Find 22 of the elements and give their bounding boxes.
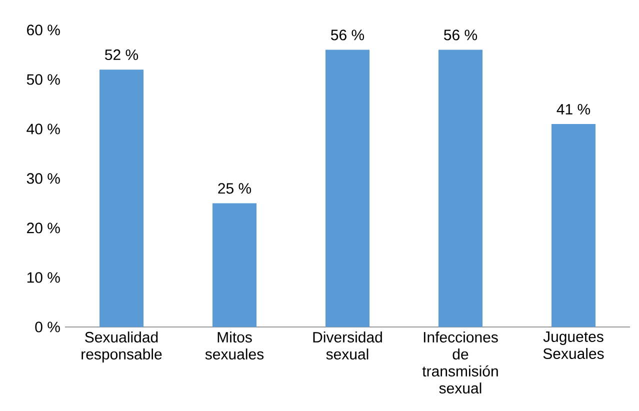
y-tick-label: 10 % <box>27 272 60 283</box>
x-tick-label: Sexualidad responsable <box>82 332 162 362</box>
data-label: 56 % <box>444 30 478 40</box>
y-tick-label: 30 % <box>26 173 60 184</box>
y-tick-label: 0 % <box>35 322 60 332</box>
bar <box>212 203 257 327</box>
bar <box>100 70 144 327</box>
y-tick-label: 40 % <box>26 124 60 134</box>
x-tick-label: Juguetes Sexuales <box>543 332 604 359</box>
bar <box>438 50 482 327</box>
data-label: 41 % <box>556 104 590 115</box>
y-tick-label: 50 % <box>26 74 60 85</box>
bar <box>326 50 370 327</box>
data-label: 25 % <box>218 183 252 194</box>
y-tick-label: 60 % <box>27 24 60 36</box>
y-tick-label: 20 % <box>27 222 60 234</box>
x-tick-label: Infecciones de transmisión sexual <box>422 332 498 394</box>
data-label: 56 % <box>331 30 364 40</box>
x-tick-label: Diversidad sexual <box>313 332 382 360</box>
data-label: 52 % <box>105 49 138 60</box>
bar <box>551 124 596 327</box>
x-tick-label: Mitos sexuales <box>205 332 264 360</box>
